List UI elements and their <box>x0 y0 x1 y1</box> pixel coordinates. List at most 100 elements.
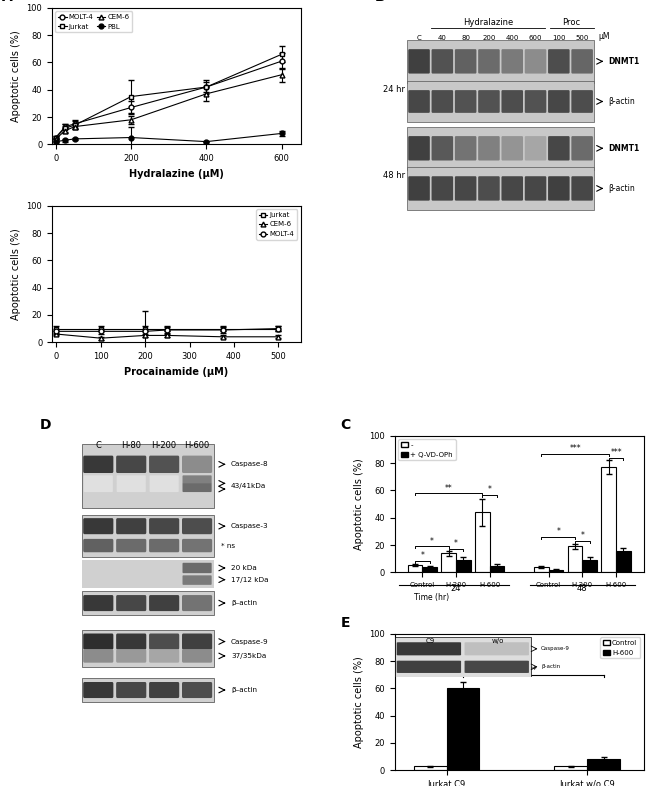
Text: *: * <box>488 485 491 494</box>
Text: A: A <box>3 0 13 4</box>
FancyBboxPatch shape <box>548 176 569 200</box>
Text: Proc: Proc <box>563 18 580 27</box>
FancyBboxPatch shape <box>149 649 179 663</box>
FancyBboxPatch shape <box>83 539 113 553</box>
Text: * ns: * ns <box>221 542 235 549</box>
FancyBboxPatch shape <box>116 649 146 663</box>
Bar <box>82 443 214 509</box>
FancyBboxPatch shape <box>455 90 476 113</box>
FancyBboxPatch shape <box>149 634 179 649</box>
Bar <box>601 468 616 572</box>
FancyBboxPatch shape <box>571 90 593 113</box>
FancyBboxPatch shape <box>83 456 113 473</box>
Text: 43/41kDa: 43/41kDa <box>231 483 266 489</box>
Text: Caspase-8: Caspase-8 <box>231 461 268 468</box>
Text: 80: 80 <box>461 35 470 41</box>
Bar <box>82 515 214 557</box>
Bar <box>82 630 214 667</box>
Text: μM: μM <box>599 31 610 41</box>
Text: 24 hr: 24 hr <box>383 86 404 94</box>
Text: 100: 100 <box>552 35 566 41</box>
FancyBboxPatch shape <box>455 50 476 74</box>
FancyBboxPatch shape <box>149 595 179 611</box>
FancyBboxPatch shape <box>183 575 212 585</box>
Text: *: * <box>454 539 458 549</box>
FancyBboxPatch shape <box>116 456 146 473</box>
Text: **: ** <box>445 483 452 493</box>
FancyBboxPatch shape <box>501 90 523 113</box>
FancyBboxPatch shape <box>548 50 569 74</box>
Text: 200: 200 <box>482 35 496 41</box>
Bar <box>408 127 594 170</box>
Bar <box>489 566 504 572</box>
Text: H-600: H-600 <box>185 441 210 450</box>
Bar <box>475 512 489 572</box>
Bar <box>554 766 587 770</box>
FancyBboxPatch shape <box>83 518 113 534</box>
Text: C: C <box>96 441 101 450</box>
Text: 48 hr: 48 hr <box>383 171 405 179</box>
FancyBboxPatch shape <box>525 50 546 74</box>
Text: Caspase-9: Caspase-9 <box>231 638 268 645</box>
Text: Caspase-3: Caspase-3 <box>231 523 268 529</box>
Text: 48: 48 <box>577 585 588 593</box>
Text: ***: *** <box>610 448 622 457</box>
Text: β–actin: β–actin <box>231 687 257 693</box>
X-axis label: Hydralazine (μM): Hydralazine (μM) <box>129 169 224 178</box>
Text: H-200: H-200 <box>151 441 177 450</box>
Y-axis label: Apoptotic cells (%): Apoptotic cells (%) <box>11 30 21 122</box>
FancyBboxPatch shape <box>501 176 523 200</box>
Text: D: D <box>40 418 51 432</box>
FancyBboxPatch shape <box>183 563 212 573</box>
FancyBboxPatch shape <box>501 50 523 74</box>
Bar <box>582 560 597 572</box>
Legend: MOLT-4, Jurkat, CEM-6, PBL: MOLT-4, Jurkat, CEM-6, PBL <box>55 11 132 32</box>
FancyBboxPatch shape <box>432 50 453 74</box>
FancyBboxPatch shape <box>116 595 146 611</box>
FancyBboxPatch shape <box>478 50 500 74</box>
FancyBboxPatch shape <box>182 595 212 611</box>
Text: E: E <box>341 616 350 630</box>
Bar <box>408 565 422 572</box>
FancyBboxPatch shape <box>182 539 212 553</box>
FancyBboxPatch shape <box>116 682 146 698</box>
FancyBboxPatch shape <box>149 518 179 534</box>
FancyBboxPatch shape <box>548 90 569 113</box>
FancyBboxPatch shape <box>408 50 430 74</box>
FancyBboxPatch shape <box>149 682 179 698</box>
FancyBboxPatch shape <box>408 136 430 160</box>
FancyBboxPatch shape <box>149 456 179 473</box>
FancyBboxPatch shape <box>182 518 212 534</box>
FancyBboxPatch shape <box>116 483 146 492</box>
Text: *: * <box>580 531 584 540</box>
Bar <box>447 689 480 770</box>
FancyBboxPatch shape <box>478 176 500 200</box>
Text: DNMT1: DNMT1 <box>608 144 640 152</box>
Text: DNMT1: DNMT1 <box>608 57 640 66</box>
Text: β-actin: β-actin <box>608 97 636 106</box>
Bar <box>549 570 564 572</box>
Text: *: * <box>430 537 434 545</box>
FancyBboxPatch shape <box>571 50 593 74</box>
FancyBboxPatch shape <box>571 136 593 160</box>
FancyBboxPatch shape <box>525 90 546 113</box>
Text: *: * <box>421 551 424 560</box>
Bar <box>82 678 214 702</box>
FancyBboxPatch shape <box>84 476 113 483</box>
Y-axis label: Apoptotic cells (%): Apoptotic cells (%) <box>354 656 364 748</box>
FancyBboxPatch shape <box>501 136 523 160</box>
X-axis label: Procainamide (μM): Procainamide (μM) <box>124 366 228 376</box>
FancyBboxPatch shape <box>182 456 212 473</box>
FancyBboxPatch shape <box>183 483 212 492</box>
FancyBboxPatch shape <box>150 476 179 483</box>
FancyBboxPatch shape <box>116 634 146 649</box>
Y-axis label: Apoptotic cells (%): Apoptotic cells (%) <box>354 458 364 550</box>
Bar <box>567 546 582 572</box>
FancyBboxPatch shape <box>548 136 569 160</box>
Text: Time (hr): Time (hr) <box>414 593 449 601</box>
Text: 20 kDa: 20 kDa <box>231 565 257 571</box>
Bar <box>441 553 456 572</box>
FancyBboxPatch shape <box>432 176 453 200</box>
FancyBboxPatch shape <box>116 476 146 483</box>
Bar <box>82 591 214 615</box>
